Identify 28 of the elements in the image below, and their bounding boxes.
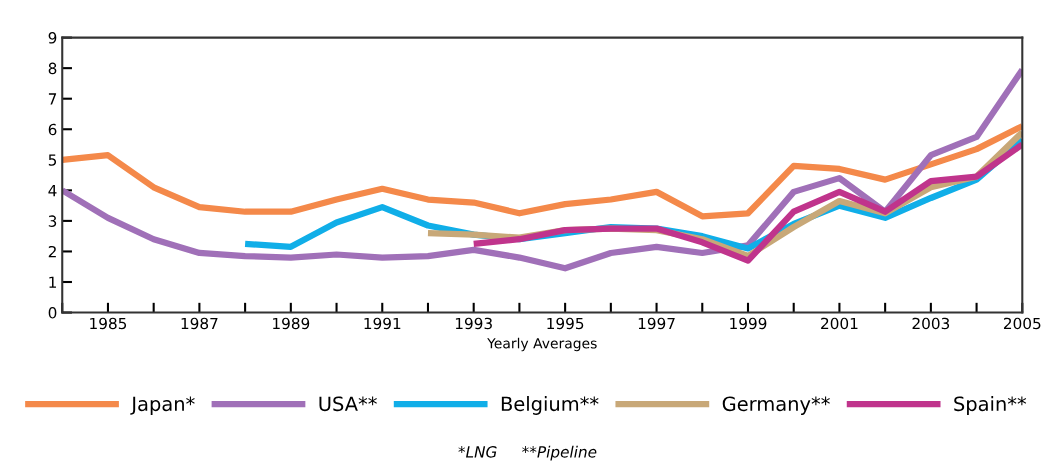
y-tick-label: 0 [48,307,57,319]
y-tick-label: 2 [48,245,56,258]
y-tick-label: 1 [49,276,56,288]
x-tick-label: 1995 [547,317,584,330]
x-tick-label: 2005 [1003,317,1041,330]
x-tick-label: 1985 [90,317,127,330]
y-tick-label: 4 [48,185,57,197]
text: *LNG **Pipeline [458,445,597,461]
y-tick-label: 6 [48,123,57,136]
x-tick-label: 1991 [364,317,401,330]
y-tick-label: 3 [48,215,57,227]
legend-label: Japan* [130,396,195,415]
x-tick-label: 1999 [730,317,767,330]
x-tick-label: 2003 [912,317,950,330]
x-axis-title: Yearly Averages [487,337,597,352]
legend-label: Spain** [954,396,1027,415]
y-tick-label: 7 [48,93,57,105]
legend-label: Germany** [722,396,830,415]
x-tick-label: 2001 [821,317,858,330]
x-tick-label: 1993 [455,317,492,330]
x-tick-label: 1989 [273,317,310,330]
y-tick-label: 9 [48,32,57,44]
legend-label: Belgium** [501,396,599,415]
x-tick-label: 1987 [181,317,218,330]
y-tick-label: 5 [48,154,57,166]
x-tick-label: 1997 [638,317,675,330]
y-tick-label: 8 [48,62,57,75]
legend-label: USA** [319,396,377,412]
